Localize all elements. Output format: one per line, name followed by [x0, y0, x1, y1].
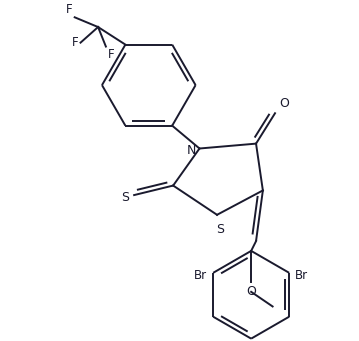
Text: Br: Br [295, 269, 308, 282]
Text: S: S [216, 223, 224, 236]
Text: F: F [66, 3, 73, 16]
Text: Br: Br [194, 269, 207, 282]
Text: S: S [121, 191, 129, 204]
Text: F: F [72, 36, 79, 49]
Text: F: F [108, 47, 115, 60]
Text: N: N [187, 144, 197, 157]
Text: O: O [246, 285, 256, 298]
Text: O: O [279, 98, 289, 110]
